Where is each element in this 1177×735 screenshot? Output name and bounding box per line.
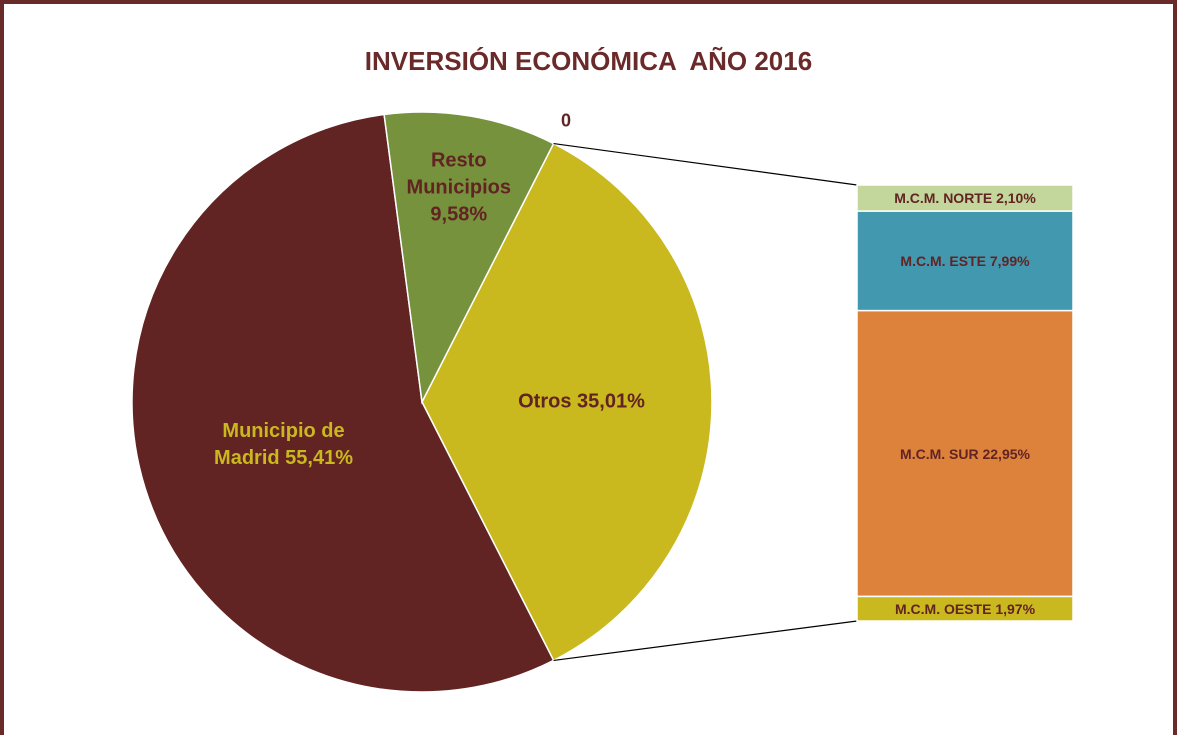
pie-slice <box>421 142 713 662</box>
bar-segment <box>856 210 1074 312</box>
connector <box>553 142 858 186</box>
slice-value: 55,41% <box>285 446 353 469</box>
bar-name: M.C.M. SUR <box>900 445 979 462</box>
pie-slice <box>383 111 555 405</box>
bar-value: 7,99% <box>989 252 1030 269</box>
bar-name: M.C.M. OESTE <box>894 600 992 617</box>
bar-value: 22,95% <box>982 445 1030 462</box>
bar-segment <box>856 595 1074 622</box>
slice-name: Municipio de Madrid <box>214 419 345 469</box>
bar-label: M.C.M. NORTE 2,10% <box>894 190 1036 206</box>
bar-value: 1,97% <box>995 600 1036 617</box>
slice-value: 35,01% <box>577 390 645 413</box>
slice-name: Resto Municipios <box>406 149 511 199</box>
bar-label: M.C.M. ESTE 7,99% <box>900 253 1029 269</box>
slice-name: Otros <box>518 390 572 413</box>
chart-title: INVERSIÓN ECONÓMICA AÑO 2016 <box>364 46 813 76</box>
bar-name: M.C.M. ESTE <box>900 252 986 269</box>
slice-label: Resto Municipios 9,58% <box>401 147 516 228</box>
slice-label: Municipio de Madrid 55,41% <box>204 418 364 472</box>
pie-slice <box>131 113 555 693</box>
bar-name: M.C.M. NORTE <box>894 190 993 207</box>
bar-segment <box>856 309 1074 598</box>
bar-value: 2,10% <box>996 190 1036 207</box>
bar-label: M.C.M. OESTE 1,97% <box>895 601 1035 617</box>
slice-value: 9,58% <box>430 203 488 226</box>
bar-label: M.C.M. SUR 22,95% <box>900 446 1030 462</box>
slice-label: Otros 35,01% <box>472 389 692 416</box>
annotation: 0 <box>560 110 572 131</box>
connector <box>553 620 858 662</box>
